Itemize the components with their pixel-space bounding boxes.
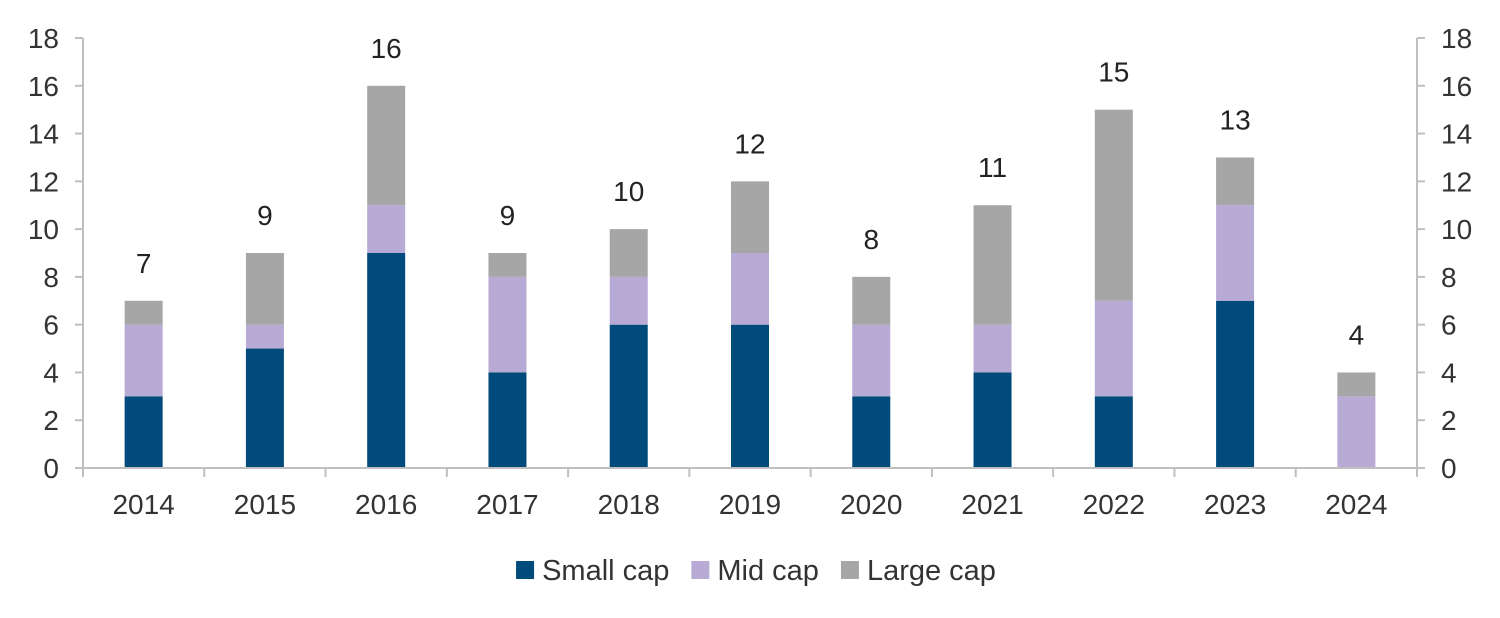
- x-axis-tick-label: 2022: [1083, 489, 1145, 520]
- bar-mid-cap-2024: [1337, 396, 1376, 468]
- right-axis-tick-label: 2: [1441, 405, 1457, 436]
- x-axis-tick-label: 2015: [234, 489, 296, 520]
- total-label-2024: 4: [1349, 319, 1365, 350]
- x-axis-tick-label: 2018: [598, 489, 660, 520]
- total-label-2023: 13: [1220, 104, 1251, 135]
- right-axis-tick-label: 12: [1441, 166, 1472, 197]
- bar-mid-cap-2022: [1094, 300, 1133, 397]
- bar-mid-cap-2023: [1216, 205, 1255, 301]
- left-axis-tick-label: 14: [28, 119, 59, 150]
- bar-small-cap-2014: [124, 396, 163, 468]
- x-axis-tick-label: 2017: [476, 489, 538, 520]
- total-label-2017: 9: [500, 200, 516, 231]
- bar-mid-cap-2020: [852, 324, 891, 397]
- left-axis-tick-label: 12: [28, 166, 59, 197]
- bar-mid-cap-2015: [245, 324, 284, 349]
- x-axis-tick-label: 2016: [355, 489, 417, 520]
- right-axis-tick-label: 14: [1441, 119, 1472, 150]
- right-axis-tick-label: 18: [1441, 23, 1472, 54]
- right-axis-tick-label: 8: [1441, 262, 1457, 293]
- x-axis-tick-label: 2023: [1204, 489, 1266, 520]
- left-axis-tick-label: 4: [43, 357, 59, 388]
- bar-small-cap-2020: [852, 396, 891, 468]
- x-axis-tick-label: 2014: [112, 489, 174, 520]
- left-axis-tick-label: 6: [43, 310, 59, 341]
- x-axis-tick-label: 2020: [840, 489, 902, 520]
- bar-small-cap-2021: [973, 372, 1012, 468]
- total-label-2016: 16: [371, 33, 402, 64]
- right-axis-tick-label: 6: [1441, 310, 1457, 341]
- bar-large-cap-2015: [245, 253, 284, 325]
- bar-mid-cap-2019: [731, 253, 769, 325]
- total-label-2018: 10: [613, 176, 644, 207]
- total-label-2021: 11: [978, 152, 1007, 183]
- total-labels: 7 9 16 9 10 12 8 11 15 13 4: [136, 33, 1364, 351]
- left-axis-tick-label: 2: [43, 405, 59, 436]
- left-axis-tick-label: 8: [43, 262, 59, 293]
- right-axis-tick-label: 4: [1441, 357, 1457, 388]
- bar-large-cap-2018: [609, 229, 648, 277]
- bar-mid-cap-2021: [973, 324, 1012, 373]
- bar-mid-cap-2016: [367, 205, 406, 253]
- bars: [124, 85, 1376, 468]
- bar-small-cap-2023: [1216, 300, 1255, 468]
- total-label-2022: 15: [1098, 57, 1129, 88]
- bar-large-cap-2020: [852, 276, 891, 325]
- right-axis-tick-label: 0: [1441, 453, 1457, 484]
- bar-large-cap-2021: [973, 205, 1012, 325]
- left-y-axis: 0 2 4 6 8 10 12 14 16 18: [28, 23, 84, 484]
- bar-small-cap-2019: [731, 324, 769, 468]
- bar-large-cap-2019: [731, 181, 769, 253]
- left-axis-tick-label: 10: [28, 214, 59, 245]
- bar-large-cap-2016: [367, 85, 406, 206]
- total-label-2014: 7: [136, 248, 152, 279]
- total-label-2015: 9: [257, 200, 273, 231]
- bar-large-cap-2022: [1094, 109, 1133, 301]
- left-axis-tick-label: 0: [43, 453, 59, 484]
- bar-large-cap-2017: [488, 253, 527, 277]
- legend-swatch-small-cap: [516, 561, 535, 579]
- bar-small-cap-2022: [1094, 396, 1133, 468]
- right-y-axis: 0 2 4 6 8 10 12 14 16 18: [1416, 23, 1472, 484]
- bar-small-cap-2018: [609, 324, 648, 468]
- bar-large-cap-2024: [1337, 372, 1376, 397]
- total-label-2020: 8: [863, 224, 879, 255]
- x-axis: 2014 2015 2016 2017 2018 2019 2020 2021 2022 2023…: [82, 467, 1418, 520]
- legend-label-mid-cap: Mid cap: [717, 555, 819, 587]
- legend-label-small-cap: Small cap: [542, 555, 669, 587]
- legend-swatch-large-cap: [840, 561, 859, 579]
- bar-small-cap-2015: [245, 348, 284, 468]
- bar-large-cap-2014: [124, 300, 163, 325]
- bar-large-cap-2023: [1216, 157, 1255, 206]
- bar-mid-cap-2014: [124, 324, 163, 397]
- left-axis-tick-label: 18: [28, 23, 59, 54]
- left-axis-tick-label: 16: [28, 71, 59, 102]
- total-label-2019: 12: [734, 128, 765, 159]
- bar-small-cap-2016: [367, 253, 406, 468]
- x-axis-tick-label: 2021: [961, 489, 1023, 520]
- legend-label-large-cap: Large cap: [867, 555, 996, 587]
- right-axis-tick-label: 16: [1441, 71, 1472, 102]
- bar-mid-cap-2018: [609, 276, 648, 325]
- x-axis-tick-label: 2024: [1325, 489, 1387, 520]
- bar-small-cap-2017: [488, 372, 527, 468]
- x-axis-tick-label: 2019: [719, 489, 781, 520]
- right-axis-tick-label: 10: [1441, 214, 1472, 245]
- legend: Small cap Mid cap Large cap: [516, 555, 996, 587]
- legend-swatch-mid-cap: [691, 561, 710, 579]
- bar-mid-cap-2017: [488, 276, 527, 373]
